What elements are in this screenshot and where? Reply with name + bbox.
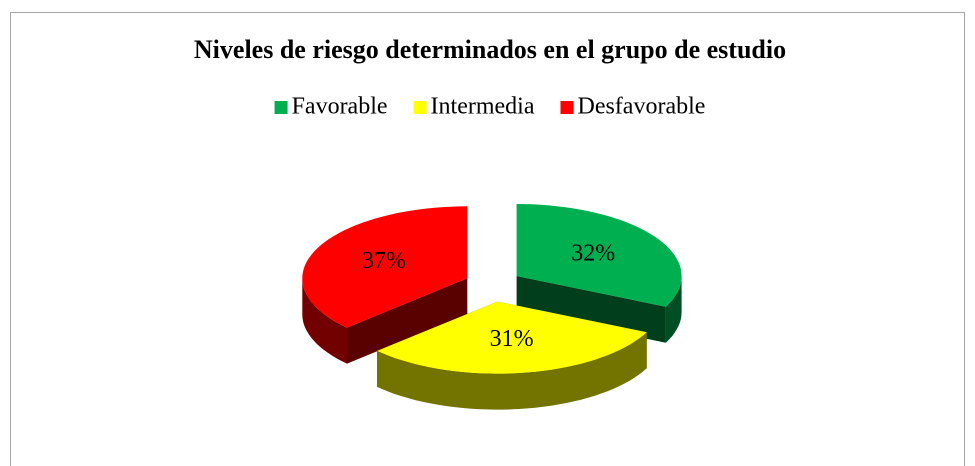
legend: Favorable Intermedia Desfavorable bbox=[274, 94, 705, 120]
slice-side bbox=[347, 278, 468, 364]
legend-label: Desfavorable bbox=[577, 94, 705, 120]
legend-swatch bbox=[560, 101, 574, 114]
slice bbox=[302, 206, 468, 328]
legend-swatch bbox=[413, 101, 427, 114]
data-label: 31% bbox=[490, 326, 534, 352]
slice bbox=[377, 301, 647, 374]
slice bbox=[516, 204, 682, 307]
slice-wall bbox=[377, 332, 647, 410]
slice-side bbox=[516, 276, 666, 343]
slice-wall bbox=[302, 278, 347, 364]
legend-label: Favorable bbox=[292, 94, 388, 120]
slice-wall bbox=[665, 276, 682, 343]
data-label: 32% bbox=[571, 240, 615, 266]
pie: 32% 31% 37% bbox=[302, 204, 682, 410]
data-label: 37% bbox=[362, 248, 406, 274]
chart-title: Niveles de riesgo determinados en el gru… bbox=[194, 35, 786, 64]
legend-label: Intermedia bbox=[431, 94, 535, 120]
legend-swatch bbox=[274, 101, 288, 114]
